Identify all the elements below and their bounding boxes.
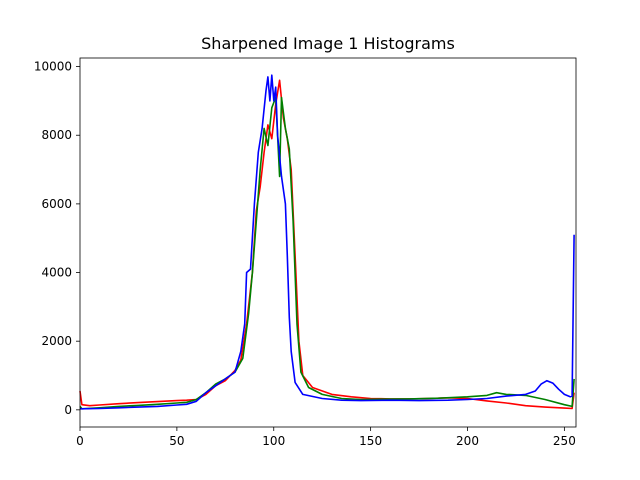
- y-tick-label: 6000: [41, 197, 72, 211]
- axes: 0 50 100 150 200 250 0 2000 4000 6000 8000 10000: [34, 60, 576, 448]
- y-tick-label: 8000: [41, 128, 72, 142]
- x-tick-label: 250: [553, 434, 576, 448]
- series-line-3: [79, 74, 575, 410]
- x-tick-label: 150: [359, 434, 382, 448]
- y-tick-label: 0: [64, 403, 72, 417]
- series-line-2: [79, 96, 575, 410]
- series-lines: [79, 74, 575, 410]
- y-tick-label: 2000: [41, 334, 72, 348]
- plot-frame: [79, 57, 577, 428]
- x-tick-label: 0: [76, 434, 84, 448]
- x-tick-label: 200: [456, 434, 479, 448]
- chart-title: Sharpened Image 1 Histograms: [201, 34, 455, 53]
- series-line-1: [79, 79, 575, 410]
- x-tick-label: 50: [169, 434, 184, 448]
- y-tick-label: 4000: [41, 266, 72, 280]
- y-tick-label: 10000: [34, 60, 72, 74]
- x-tick-label: 100: [262, 434, 285, 448]
